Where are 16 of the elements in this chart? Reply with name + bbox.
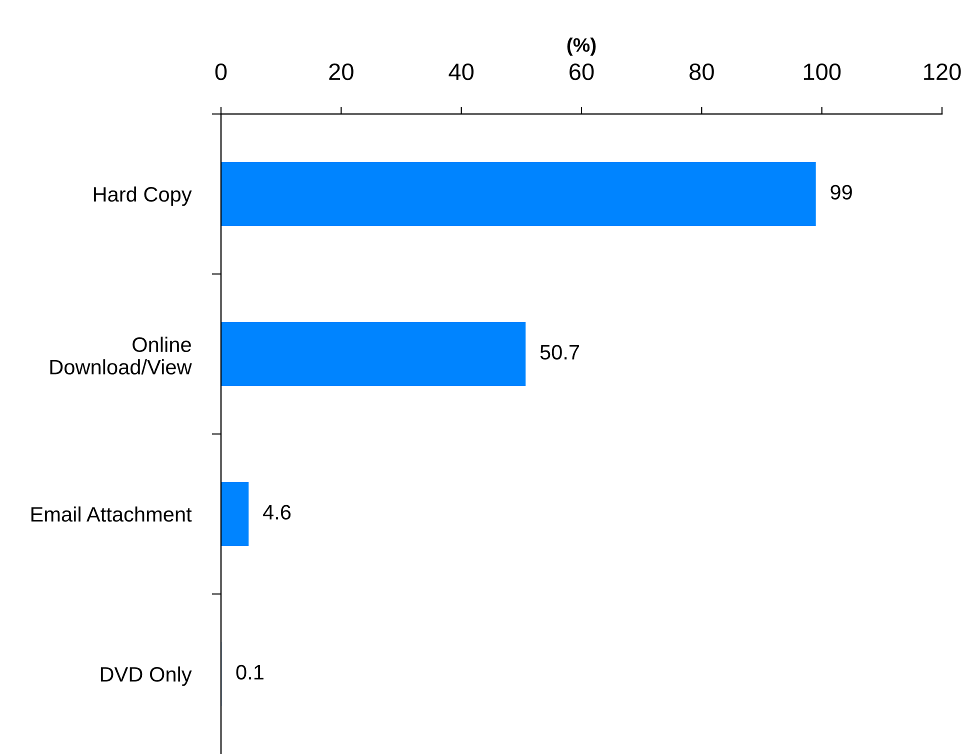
x-axis-title: (%) <box>567 38 596 56</box>
y-tick-label: Hard Copy <box>94 186 192 206</box>
x-tick-label: 80 <box>690 63 714 80</box>
y-tick-label: DVD Only <box>100 666 192 686</box>
data-label: 4.6 <box>263 504 291 520</box>
y-tick-label: Email Attachment <box>31 506 192 522</box>
data-label: 50.7 <box>540 344 580 360</box>
y-tick-label: Online Download/View <box>50 336 192 374</box>
x-tick-label: 120 <box>924 63 961 80</box>
x-tick-label: 100 <box>804 63 841 80</box>
x-tick-label: 0 <box>215 63 227 80</box>
x-tick-label: 60 <box>570 63 594 80</box>
data-label: 99 <box>830 184 852 200</box>
x-tick-label: 20 <box>329 63 354 80</box>
x-tick-label: 40 <box>448 63 474 80</box>
data-label: 0.1 <box>236 664 264 680</box>
